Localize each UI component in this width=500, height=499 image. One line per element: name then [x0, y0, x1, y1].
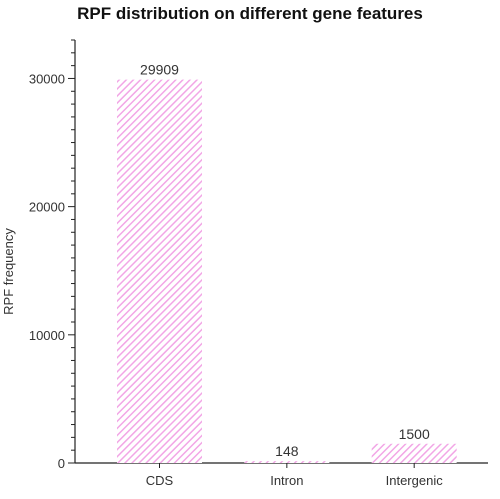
- bar-intron: [244, 461, 330, 463]
- y-tick-label: 20000: [29, 200, 65, 215]
- y-axis-label: RPF frequency: [1, 228, 16, 315]
- data-label: 148: [275, 443, 299, 459]
- data-label: 29909: [140, 62, 179, 78]
- bar-cds: [117, 79, 202, 463]
- chart-title: RPF distribution on different gene featu…: [77, 4, 423, 23]
- y-tick-label: 30000: [29, 71, 65, 86]
- bar-intergenic: [371, 443, 457, 463]
- x-tick-label: CDS: [146, 473, 174, 488]
- x-tick-label: Intron: [270, 473, 303, 488]
- y-tick-label: 10000: [29, 328, 65, 343]
- data-label: 1500: [399, 426, 430, 442]
- x-tick-label: Intergenic: [386, 473, 444, 488]
- y-tick-label: 0: [58, 456, 65, 471]
